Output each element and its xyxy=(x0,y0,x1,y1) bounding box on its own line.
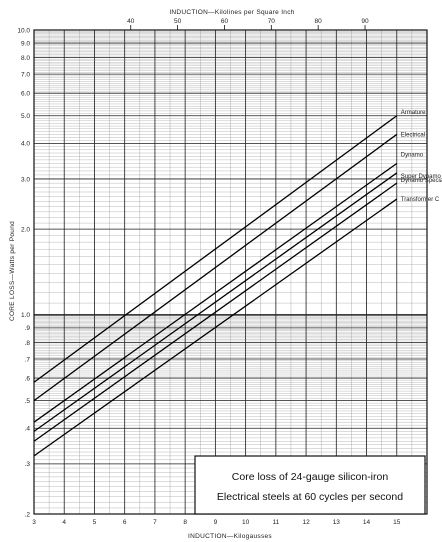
series-label: Dynamo xyxy=(401,152,424,158)
series-label: Dynamo Special xyxy=(401,178,442,184)
y-tick-label: .6 xyxy=(25,375,31,382)
x-tick-label: 6 xyxy=(123,519,127,526)
series-line xyxy=(33,162,398,423)
y-tick-label: .3 xyxy=(25,461,31,468)
y-tick-label: 10.0 xyxy=(17,27,30,34)
series-line xyxy=(33,133,398,402)
series-label: Super Dynamo xyxy=(401,174,442,180)
caption-box-frame xyxy=(194,455,426,515)
y-tick-label: .4 xyxy=(25,426,31,433)
x-tick-label: 9 xyxy=(214,519,218,526)
x-tick-label: 4 xyxy=(62,519,66,526)
caption-line-2: Electrical steels at 60 cycles per secon… xyxy=(217,491,403,503)
top-tick-label: 40 xyxy=(127,18,135,25)
x-tick-label: 7 xyxy=(153,519,157,526)
series-line xyxy=(33,115,398,383)
y-tick-label: .8 xyxy=(25,340,31,347)
top-tick-labels: 40 50 60 70 80 90 xyxy=(127,18,369,30)
x-tick-label: 13 xyxy=(333,519,341,526)
y-tick-label: 7.0 xyxy=(21,71,30,78)
top-tick-label: 70 xyxy=(268,18,276,25)
y-tick-label: 3.0 xyxy=(21,176,30,183)
y-tick-label: 2.0 xyxy=(21,226,30,233)
series-line xyxy=(33,172,398,432)
x-tick-label: 11 xyxy=(272,519,279,526)
x-tick-label: 8 xyxy=(183,519,187,526)
y-tick-label: .5 xyxy=(25,398,31,405)
top-tick-label: 50 xyxy=(174,18,182,25)
top-tick-label: 60 xyxy=(221,18,229,25)
x-tick-label: 10 xyxy=(242,519,250,526)
series-lines xyxy=(33,115,398,457)
series-line xyxy=(33,182,398,442)
y-tick-label: .9 xyxy=(25,325,31,332)
x-tick-label: 12 xyxy=(302,519,310,526)
x-tick-label: 5 xyxy=(93,519,97,526)
series-labels: Armature Electrical Dynamo Super DynamoDyna… xyxy=(401,110,442,203)
y-tick-label: 1.0 xyxy=(21,312,30,319)
caption-line-1: Core loss of 24-gauge silicon-iron xyxy=(232,471,389,483)
y-tick-label: 4.0 xyxy=(21,141,30,148)
x-tick-label: 3 xyxy=(32,519,36,526)
y-tick-label: 8.0 xyxy=(21,55,30,62)
y-tick-label: 9.0 xyxy=(21,40,30,47)
x-axis-title: INDUCTION—Kilogausses xyxy=(188,533,272,540)
caption-box: Core loss of 24-gauge silicon-iron Elect… xyxy=(194,455,426,515)
y-axis-title: CORE LOSS—Watts per Pound xyxy=(9,221,16,321)
top-axis-title: INDUCTION—Kilolines per Square Inch xyxy=(169,9,294,16)
series-label: Armature xyxy=(401,110,426,116)
series-label: Electrical xyxy=(401,132,425,138)
top-tick-label: 90 xyxy=(361,18,369,25)
x-tick-label: 14 xyxy=(363,519,371,526)
y-tick-labels: .2 .3 .4 .5 .6 .7 .8 .9 1.0 2.0 3.0 4.0 5.0 6.0 7.0 8.0… xyxy=(17,27,30,518)
y-tick-label: .2 xyxy=(25,511,31,518)
series-line xyxy=(33,198,398,457)
x-tick-label: 15 xyxy=(393,519,401,526)
y-tick-label: 5.0 xyxy=(21,113,30,120)
top-tick-label: 80 xyxy=(315,18,323,25)
y-tick-label: .7 xyxy=(25,356,31,363)
y-tick-label: 6.0 xyxy=(21,91,30,98)
x-tick-labels: 3 4 5 6 7 8 9 10 11 12 13 14 15 xyxy=(32,519,401,526)
series-label: Transformer C xyxy=(401,197,440,203)
